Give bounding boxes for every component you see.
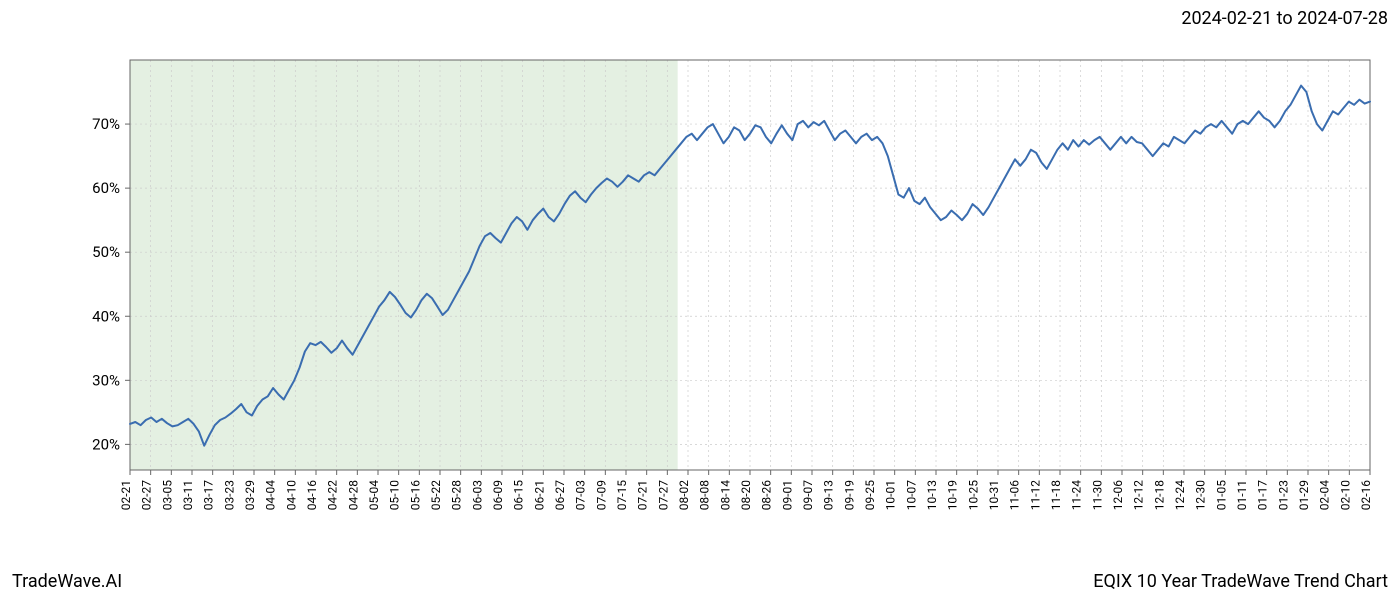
svg-text:07-15: 07-15 <box>615 480 629 511</box>
chart-title: EQIX 10 Year TradeWave Trend Chart <box>1093 571 1388 592</box>
svg-text:09-19: 09-19 <box>842 480 856 510</box>
svg-text:11-30: 11-30 <box>1090 480 1104 511</box>
svg-text:08-08: 08-08 <box>698 480 712 511</box>
svg-text:02-21: 02-21 <box>119 480 133 510</box>
svg-text:09-25: 09-25 <box>863 480 877 511</box>
svg-text:02-04: 02-04 <box>1318 480 1332 511</box>
svg-text:03-29: 03-29 <box>243 480 257 510</box>
svg-text:10-13: 10-13 <box>925 480 939 510</box>
svg-text:40%: 40% <box>92 307 120 325</box>
trend-chart: 02-21 02-27 03-05 03-11 03-17 03-23 03-29 04-04… <box>0 40 1400 560</box>
svg-text:20%: 20% <box>92 435 120 453</box>
svg-text:09-01: 09-01 <box>780 480 794 510</box>
svg-text:04-10: 04-10 <box>284 480 298 511</box>
svg-text:01-05: 01-05 <box>1214 480 1228 511</box>
svg-text:12-24: 12-24 <box>1173 480 1187 511</box>
svg-text:01-11: 01-11 <box>1235 480 1249 510</box>
svg-text:08-26: 08-26 <box>760 480 774 511</box>
svg-text:05-28: 05-28 <box>450 480 464 511</box>
svg-text:05-22: 05-22 <box>429 480 443 511</box>
svg-text:03-05: 03-05 <box>160 480 174 511</box>
svg-text:07-09: 07-09 <box>594 480 608 510</box>
svg-text:02-27: 02-27 <box>140 480 154 511</box>
svg-text:02-10: 02-10 <box>1338 480 1352 511</box>
svg-text:05-16: 05-16 <box>408 480 422 511</box>
svg-text:08-20: 08-20 <box>739 480 753 511</box>
svg-text:03-17: 03-17 <box>202 480 216 511</box>
svg-text:06-15: 06-15 <box>512 480 526 511</box>
date-range-label: 2024-02-21 to 2024-07-28 <box>1181 8 1388 29</box>
svg-text:50%: 50% <box>92 243 120 261</box>
svg-text:04-16: 04-16 <box>305 480 319 511</box>
svg-text:06-09: 06-09 <box>491 480 505 510</box>
svg-text:01-29: 01-29 <box>1297 480 1311 510</box>
svg-text:08-02: 08-02 <box>677 480 691 511</box>
svg-text:10-01: 10-01 <box>884 480 898 510</box>
svg-text:05-04: 05-04 <box>367 480 381 511</box>
svg-text:06-03: 06-03 <box>470 480 484 510</box>
svg-text:08-14: 08-14 <box>718 480 732 511</box>
svg-text:01-23: 01-23 <box>1276 480 1290 510</box>
svg-text:06-21: 06-21 <box>532 480 546 510</box>
svg-text:12-06: 12-06 <box>1111 480 1125 511</box>
svg-text:01-17: 01-17 <box>1256 480 1270 511</box>
svg-text:10-31: 10-31 <box>987 480 1001 510</box>
svg-text:10-07: 10-07 <box>904 480 918 511</box>
svg-text:07-03: 07-03 <box>574 480 588 510</box>
svg-text:02-16: 02-16 <box>1359 480 1373 511</box>
svg-text:30%: 30% <box>92 371 120 389</box>
svg-text:11-12: 11-12 <box>1028 480 1042 511</box>
svg-text:12-30: 12-30 <box>1194 480 1208 511</box>
svg-text:12-18: 12-18 <box>1152 480 1166 511</box>
svg-text:10-19: 10-19 <box>946 480 960 510</box>
svg-text:11-24: 11-24 <box>1070 480 1084 511</box>
svg-text:05-10: 05-10 <box>388 480 402 511</box>
svg-text:70%: 70% <box>92 115 120 133</box>
svg-text:11-18: 11-18 <box>1049 480 1063 511</box>
svg-text:04-04: 04-04 <box>264 480 278 511</box>
svg-text:06-27: 06-27 <box>553 480 567 511</box>
svg-text:07-27: 07-27 <box>656 480 670 511</box>
brand-label: TradeWave.AI <box>12 571 122 592</box>
svg-text:10-25: 10-25 <box>966 480 980 511</box>
svg-text:11-06: 11-06 <box>1008 480 1022 511</box>
svg-text:07-21: 07-21 <box>636 480 650 510</box>
svg-text:04-28: 04-28 <box>346 480 360 511</box>
svg-text:04-22: 04-22 <box>326 480 340 511</box>
svg-text:03-23: 03-23 <box>222 480 236 510</box>
svg-text:03-11: 03-11 <box>181 480 195 510</box>
svg-text:60%: 60% <box>92 179 120 197</box>
svg-text:09-07: 09-07 <box>801 480 815 511</box>
svg-text:12-12: 12-12 <box>1132 480 1146 511</box>
svg-text:09-13: 09-13 <box>822 480 836 510</box>
